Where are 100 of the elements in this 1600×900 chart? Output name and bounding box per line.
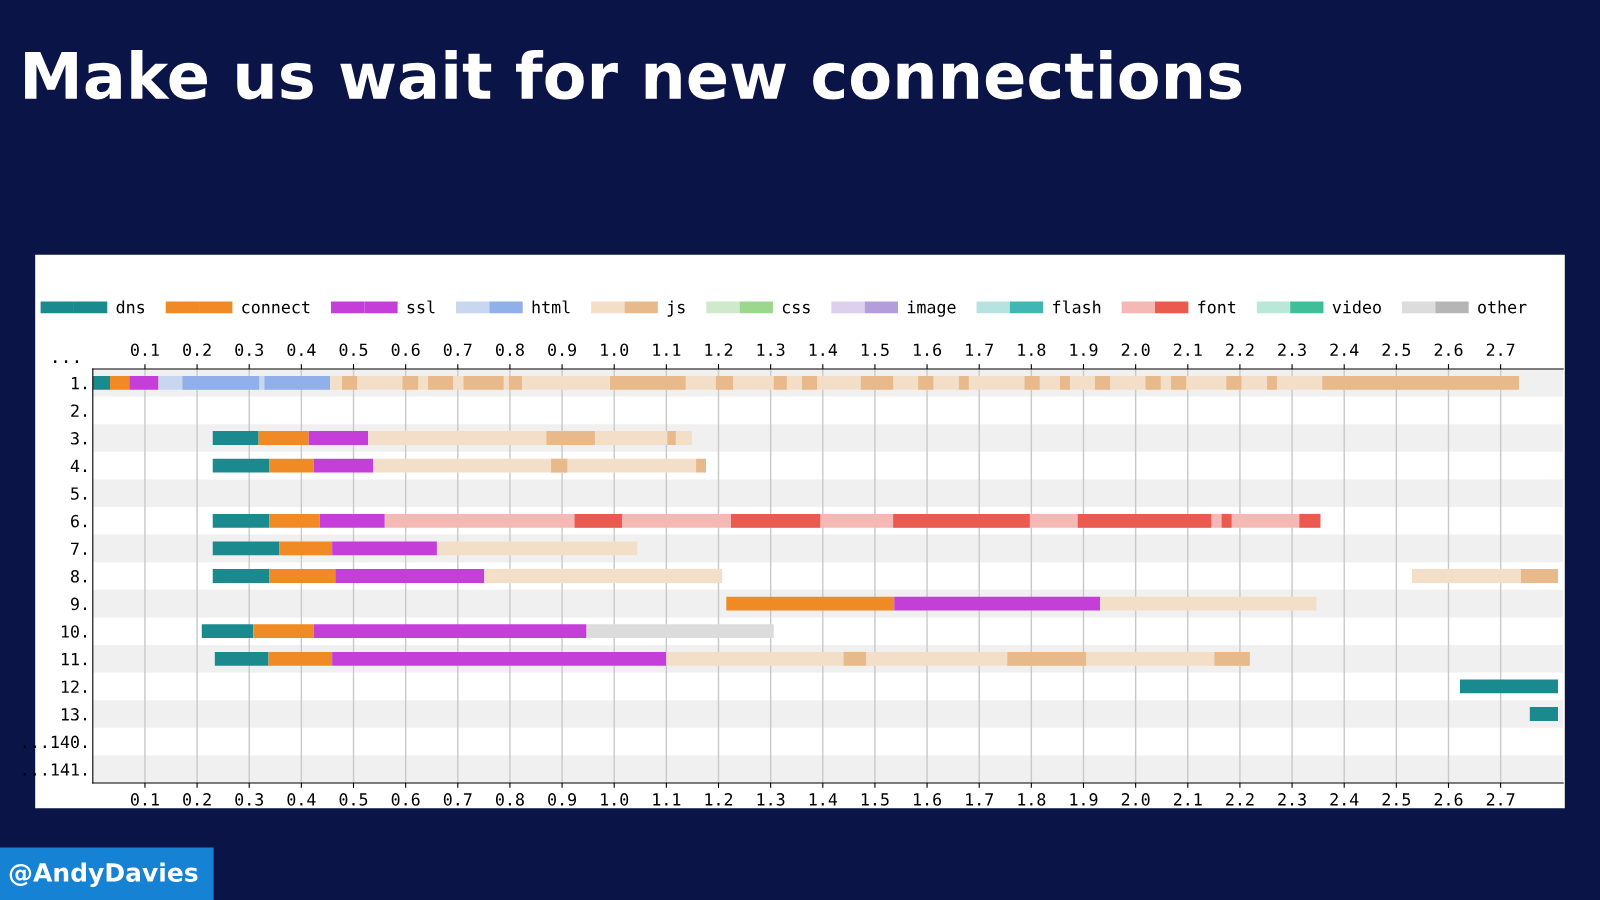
bar [269, 458, 314, 473]
legend-label: ssl [407, 300, 435, 314]
bar [667, 431, 676, 445]
x2-tick-label: 0.9 [548, 343, 576, 357]
x-tick-label: 1.6 [914, 793, 942, 806]
x-tick-label: 1.0 [601, 793, 629, 806]
bar [1267, 375, 1277, 390]
bar [269, 513, 320, 528]
y-tick-label: 6. [71, 514, 87, 528]
bar [508, 375, 522, 390]
x-tick-label: 2.0 [1121, 793, 1150, 806]
x-tick-label: 0.6 [391, 793, 420, 806]
x2-tick-label: 0.7 [443, 343, 472, 357]
x-tick-label: 2.1 [1173, 793, 1202, 806]
legend-label: dns [116, 300, 145, 314]
x2-tick-label: 1.4 [809, 343, 838, 356]
bar [1060, 375, 1070, 390]
x-tick-label: 1.9 [1070, 793, 1098, 806]
legend-label: other [1478, 300, 1527, 314]
chart-title: Make us wait for new connections [25, 50, 1242, 100]
bar [436, 541, 638, 556]
bar [308, 431, 369, 445]
bar [373, 458, 697, 473]
x2-tick-label: 0.6 [391, 343, 420, 357]
bar [268, 651, 333, 666]
bar [253, 624, 314, 639]
legend-label: html [532, 300, 570, 314]
bar [574, 513, 623, 528]
x-tick-label: 1.7 [966, 793, 994, 806]
bar [463, 375, 504, 390]
bar [313, 458, 374, 473]
y-tick-label: 1. [71, 377, 87, 390]
bar [726, 596, 895, 611]
y-tick-label: 2. [71, 404, 87, 417]
bar [342, 375, 358, 390]
x2-tick-label: 0.5 [339, 343, 368, 357]
bar [201, 624, 254, 639]
bar [110, 375, 130, 390]
x-tick-label: 1.3 [757, 793, 785, 806]
x-tick-label: 2.7 [1486, 793, 1515, 806]
x-tick-label: 0.1 [130, 793, 159, 806]
y-tick-label: 7. [71, 542, 87, 555]
bar [1007, 651, 1087, 666]
bar [1226, 375, 1242, 390]
x2-tick-label: 2.5 [1382, 343, 1411, 357]
bar [1299, 513, 1321, 528]
bar [586, 624, 774, 639]
x2-tick-label: 0.4 [287, 343, 316, 357]
x-tick-label: 1.5 [861, 793, 889, 806]
bar [313, 624, 587, 639]
bar [715, 375, 734, 390]
x2-tick-label: 2.3 [1278, 343, 1306, 357]
y-tick-label: 4. [70, 459, 87, 472]
legend-label: flash [1053, 300, 1101, 314]
x2-tick-label: 0.8 [495, 343, 524, 357]
bar [212, 541, 280, 556]
bar [773, 375, 787, 390]
x2-tick-label: 2.4 [1330, 343, 1359, 356]
x-tick-label: 2.6 [1434, 793, 1463, 806]
bar [1322, 375, 1519, 390]
bar [893, 513, 1030, 528]
x-tick-label: 0.8 [495, 793, 524, 806]
bar [696, 458, 706, 473]
text: @AndyDavies [9, 862, 198, 887]
x2-tick-label: 1.0 [601, 343, 629, 357]
bar [1024, 375, 1040, 390]
bar [484, 569, 723, 583]
bar [212, 431, 259, 445]
y-tick-label: 5. [71, 487, 87, 500]
x2-tick-label: 0.1 [130, 343, 159, 357]
bar [332, 651, 667, 666]
y-tick-label: 13. [61, 708, 87, 721]
legend-label: css [782, 303, 810, 314]
text: ... [54, 360, 79, 363]
bar [319, 513, 385, 528]
bar [212, 458, 270, 473]
bar [92, 375, 111, 390]
x-tick-label: 0.7 [443, 793, 472, 806]
bar [1171, 375, 1187, 390]
bar [1214, 651, 1250, 666]
x2-tick-label: 1.1 [653, 343, 681, 356]
x-tick-label: 2.2 [1226, 793, 1254, 806]
x2-tick-label: 2.0 [1121, 343, 1150, 357]
y-tick-label: 8. [71, 570, 87, 583]
bar [258, 431, 309, 445]
x-tick-label: 0.4 [287, 793, 316, 806]
bar [182, 375, 260, 390]
x2-tick-label: 2.1 [1173, 343, 1202, 356]
bar [1520, 569, 1558, 583]
bar [1411, 569, 1521, 583]
x2-tick-label: 1.5 [861, 343, 889, 357]
bar [402, 375, 419, 390]
legend-label: js [667, 300, 685, 317]
bar [546, 431, 595, 445]
y-tick-label: 12. [61, 680, 87, 693]
y-tick-label: 11. [61, 653, 87, 666]
bar [1094, 375, 1111, 390]
x-tick-label: 2.3 [1278, 793, 1306, 806]
legend-label: connect [242, 301, 310, 314]
legend-label: image [907, 300, 956, 317]
